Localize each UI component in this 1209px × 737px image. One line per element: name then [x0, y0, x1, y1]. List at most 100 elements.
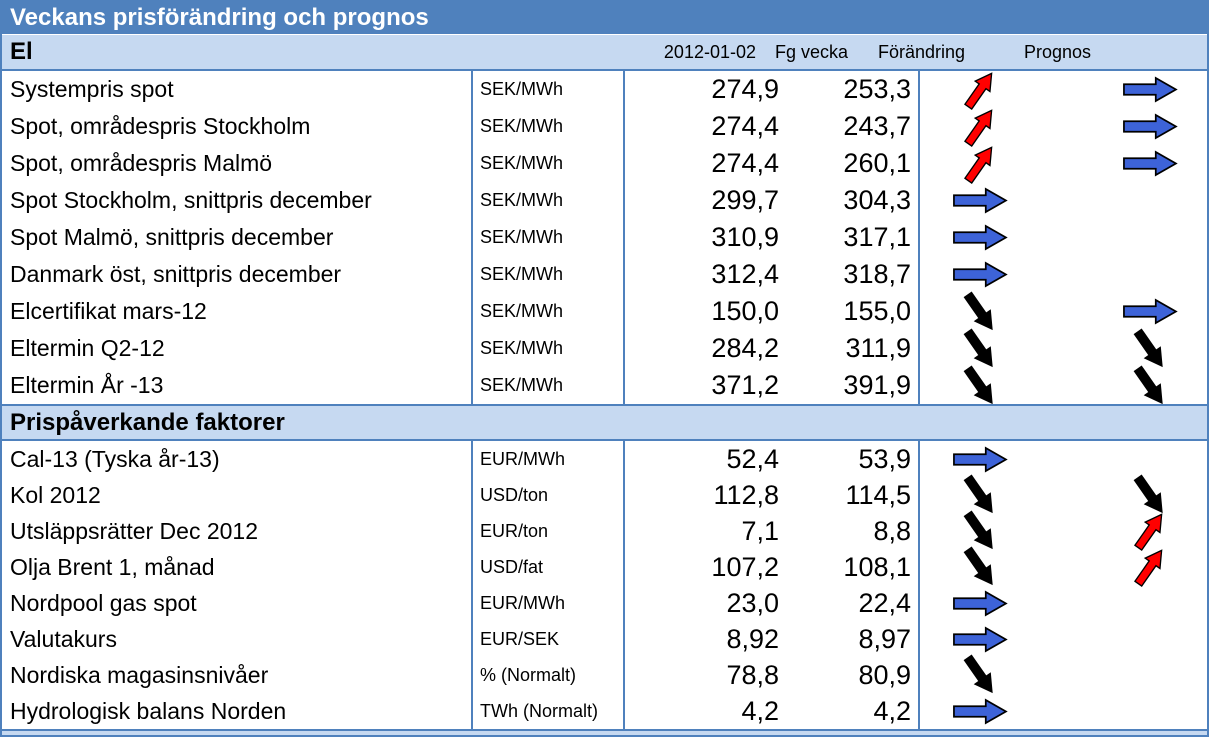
- column-header-prev-week: Fg vecka: [774, 41, 848, 62]
- row-change-arrow-cell: [918, 256, 1063, 293]
- table-row: Spot, områdespris Malmö SEK/MWh 274,4 26…: [2, 145, 1207, 184]
- row-value-prev-week: 22,4: [858, 587, 911, 618]
- row-value-prev-week: 253,3: [843, 74, 911, 104]
- row-unit: % (Normalt): [471, 657, 623, 693]
- row-unit: USD/fat: [471, 549, 623, 585]
- row-unit: SEK/MWh: [471, 256, 623, 293]
- table-row: Valutakurs EUR/SEK 8,92 8,97: [2, 621, 1207, 657]
- row-value-current: 274,4: [623, 145, 785, 182]
- right-arrow-icon: [952, 441, 1008, 477]
- row-label: Eltermin År -13: [10, 372, 164, 398]
- right-arrow-icon: [952, 256, 1008, 293]
- down-right-arrow-icon: [952, 654, 1008, 694]
- section-header-factors-label: Prispåverkande faktorer: [10, 408, 285, 436]
- up-right-arrow-icon: [952, 145, 1008, 184]
- section-header-factors: Prispåverkande faktorer: [2, 404, 1207, 441]
- row-value-prev-week: 53,9: [858, 443, 911, 474]
- row-forecast-arrow-cell: [1063, 549, 1207, 587]
- row-unit: EUR/MWh: [471, 585, 623, 621]
- table-row: Olja Brent 1, månad USD/fat 107,2 108,1: [2, 546, 1207, 587]
- row-label: Spot, områdespris Stockholm: [10, 113, 311, 139]
- row-forecast-arrow-cell: [1063, 585, 1207, 621]
- row-label: Nordiska magasinsnivåer: [10, 661, 269, 688]
- row-value-current: 7,1: [623, 513, 785, 549]
- row-unit: EUR/SEK: [471, 621, 623, 657]
- row-forecast-arrow-cell: [1063, 657, 1207, 693]
- row-value-prev-week: 8,97: [858, 623, 911, 654]
- table-row: Eltermin Q2-12 SEK/MWh 284,2 311,9: [2, 328, 1207, 367]
- row-change-arrow-cell: [918, 654, 1063, 694]
- down-right-arrow-icon: [1122, 328, 1178, 367]
- row-change-arrow-cell: [918, 510, 1063, 550]
- column-header-band: El 2012-01-02 Fg vecka Förändring Progno…: [2, 35, 1207, 71]
- row-unit: SEK/MWh: [471, 293, 623, 330]
- down-right-arrow-icon: [952, 474, 1008, 514]
- row-forecast-arrow-cell: [1063, 365, 1207, 404]
- down-right-arrow-icon: [952, 546, 1008, 586]
- row-forecast-arrow-cell: [1063, 108, 1207, 145]
- down-right-arrow-icon: [1122, 474, 1178, 514]
- row-forecast-arrow-cell: [1063, 219, 1207, 256]
- row-value-prev-week: 80,9: [858, 659, 911, 690]
- row-change-arrow-cell: [918, 546, 1063, 586]
- right-arrow-icon: [1122, 71, 1178, 108]
- row-label: Spot Stockholm, snittpris december: [10, 187, 372, 213]
- column-header-date: 2012-01-02: [663, 41, 756, 62]
- section-factors-rows: Cal-13 (Tyska år-13) EUR/MWh 52,4 53,9 K…: [2, 441, 1207, 729]
- row-value-prev-week: 8,8: [873, 515, 911, 546]
- row-change-arrow-cell: [918, 474, 1063, 514]
- row-label: Danmark öst, snittpris december: [10, 261, 342, 287]
- row-value-current: 274,4: [623, 108, 785, 145]
- row-unit: SEK/MWh: [471, 219, 623, 256]
- row-forecast-arrow-cell: [1063, 513, 1207, 551]
- row-label: Spot Malmö, snittpris december: [10, 224, 334, 250]
- row-value-prev-week: 318,7: [843, 259, 911, 289]
- row-label: Systempris spot: [10, 76, 174, 102]
- row-label: Kol 2012: [10, 481, 101, 508]
- row-unit: EUR/ton: [471, 513, 623, 549]
- down-right-arrow-icon: [952, 291, 1008, 330]
- row-label: Valutakurs: [10, 625, 117, 652]
- row-unit: SEK/MWh: [471, 182, 623, 219]
- row-change-arrow-cell: [918, 291, 1063, 330]
- up-right-arrow-icon: [1122, 549, 1178, 587]
- table-row: Kol 2012 USD/ton 112,8 114,5: [2, 474, 1207, 514]
- table-row: Eltermin År -13 SEK/MWh 371,2 391,9: [2, 365, 1207, 404]
- row-label: Cal-13 (Tyska år-13): [10, 445, 220, 472]
- row-label: Nordpool gas spot: [10, 589, 197, 616]
- row-value-current: 4,2: [623, 693, 785, 729]
- table-row: Utsläppsrätter Dec 2012 EUR/ton 7,1 8,8: [2, 510, 1207, 551]
- row-value-prev-week: 317,1: [843, 222, 911, 252]
- row-forecast-arrow-cell: [1063, 293, 1207, 330]
- right-arrow-icon: [952, 219, 1008, 256]
- section-el-rows: Systempris spot SEK/MWh 274,9 253,3 Spot…: [2, 71, 1207, 404]
- row-value-prev-week: 114,5: [845, 479, 911, 510]
- row-value-current: 107,2: [623, 549, 785, 585]
- right-arrow-icon: [952, 693, 1008, 729]
- table-row: Systempris spot SEK/MWh 274,9 253,3: [2, 71, 1207, 110]
- row-value-current: 112,8: [623, 477, 785, 513]
- row-value-current: 78,8: [623, 657, 785, 693]
- row-forecast-arrow-cell: [1063, 71, 1207, 108]
- row-value-current: 23,0: [623, 585, 785, 621]
- row-change-arrow-cell: [918, 693, 1063, 729]
- row-value-current: 284,2: [623, 330, 785, 367]
- row-value-current: 312,4: [623, 256, 785, 293]
- row-change-arrow-cell: [918, 365, 1063, 404]
- row-change-arrow-cell: [918, 585, 1063, 621]
- right-arrow-icon: [952, 182, 1008, 219]
- table-row: Elcertifikat mars-12 SEK/MWh 150,0 155,0: [2, 291, 1207, 330]
- up-right-arrow-icon: [952, 71, 1008, 110]
- right-arrow-icon: [952, 621, 1008, 657]
- row-label: Utsläppsrätter Dec 2012: [10, 517, 259, 544]
- table-row: Nordpool gas spot EUR/MWh 23,0 22,4: [2, 585, 1207, 621]
- row-forecast-arrow-cell: [1063, 441, 1207, 477]
- right-arrow-icon: [1122, 145, 1178, 182]
- row-value-prev-week: 260,1: [843, 148, 911, 178]
- row-change-arrow-cell: [918, 108, 1063, 147]
- row-unit: SEK/MWh: [471, 108, 623, 145]
- row-label: Spot, områdespris Malmö: [10, 150, 273, 176]
- row-label: Eltermin Q2-12: [10, 335, 165, 361]
- row-change-arrow-cell: [918, 621, 1063, 657]
